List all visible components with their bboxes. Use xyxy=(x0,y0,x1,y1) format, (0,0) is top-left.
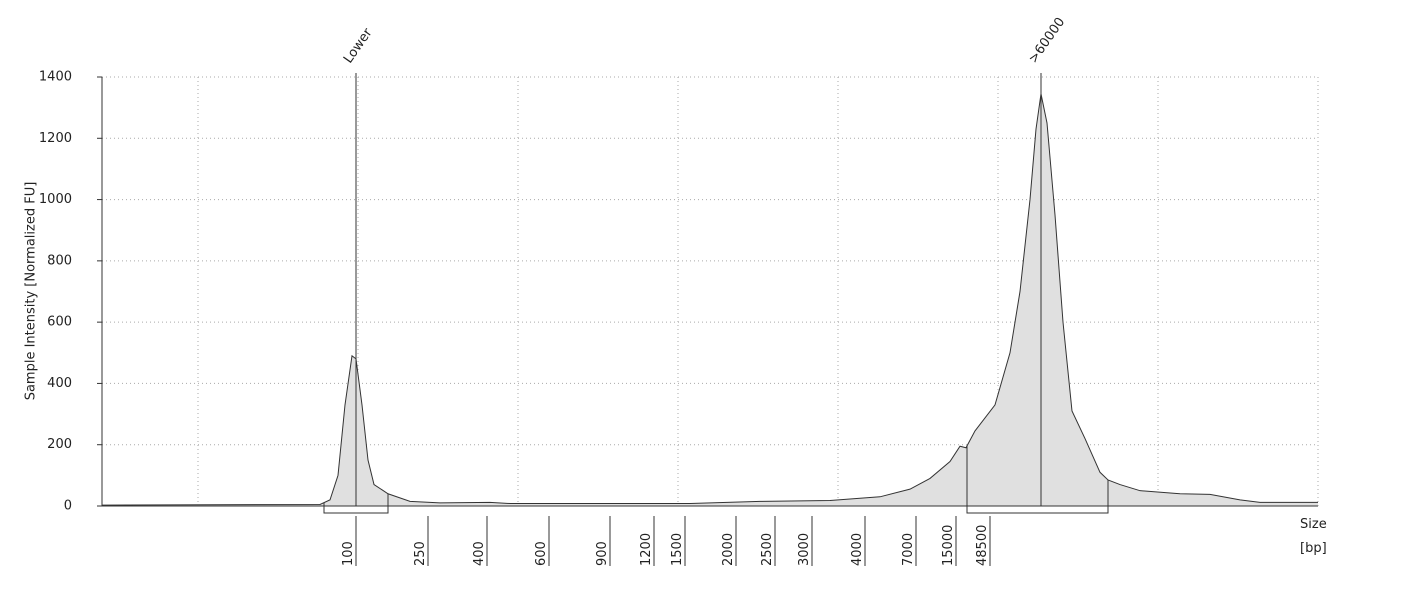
x-tick-label: 1500 xyxy=(670,533,685,566)
x-tick-label: 1200 xyxy=(639,533,654,566)
x-tick-label: 400 xyxy=(472,541,487,566)
y-tick-label: 1000 xyxy=(39,192,72,207)
x-tick-label: 250 xyxy=(413,541,428,566)
y-tick-label: 1200 xyxy=(39,131,72,146)
annotation-label: >60000 xyxy=(1026,15,1068,66)
y-tick-label: 1400 xyxy=(39,70,72,85)
y-tick-label: 800 xyxy=(47,253,72,268)
area-fill xyxy=(102,93,1318,506)
x-tick-label: 100 xyxy=(341,541,356,566)
y-tick-label: 600 xyxy=(47,315,72,330)
y-tick-label: 400 xyxy=(47,376,72,391)
x-tick-label: 48500 xyxy=(975,525,990,566)
annotation-label: Lower xyxy=(341,25,376,66)
x-tick-label: 4000 xyxy=(850,533,865,566)
region xyxy=(323,505,389,514)
y-axis-label: Sample Intensity [Normalized FU] xyxy=(24,182,39,401)
x-tick-label: 900 xyxy=(595,541,610,566)
x-tick-label: 2000 xyxy=(721,533,736,566)
x-axis-unit: [bp] xyxy=(1300,541,1327,556)
x-tick-label: 7000 xyxy=(901,533,916,566)
y-tick-label: 0 xyxy=(64,499,72,514)
x-axis-label: Size xyxy=(1300,517,1327,532)
trace-line xyxy=(101,93,1318,506)
x-tick-label: 2500 xyxy=(760,533,775,566)
region xyxy=(966,505,1109,514)
x-tick-label: 3000 xyxy=(797,533,812,566)
y-tick-label: 200 xyxy=(47,437,72,452)
x-tick-label: 15000 xyxy=(941,525,956,566)
x-tick-label: 600 xyxy=(534,541,549,566)
